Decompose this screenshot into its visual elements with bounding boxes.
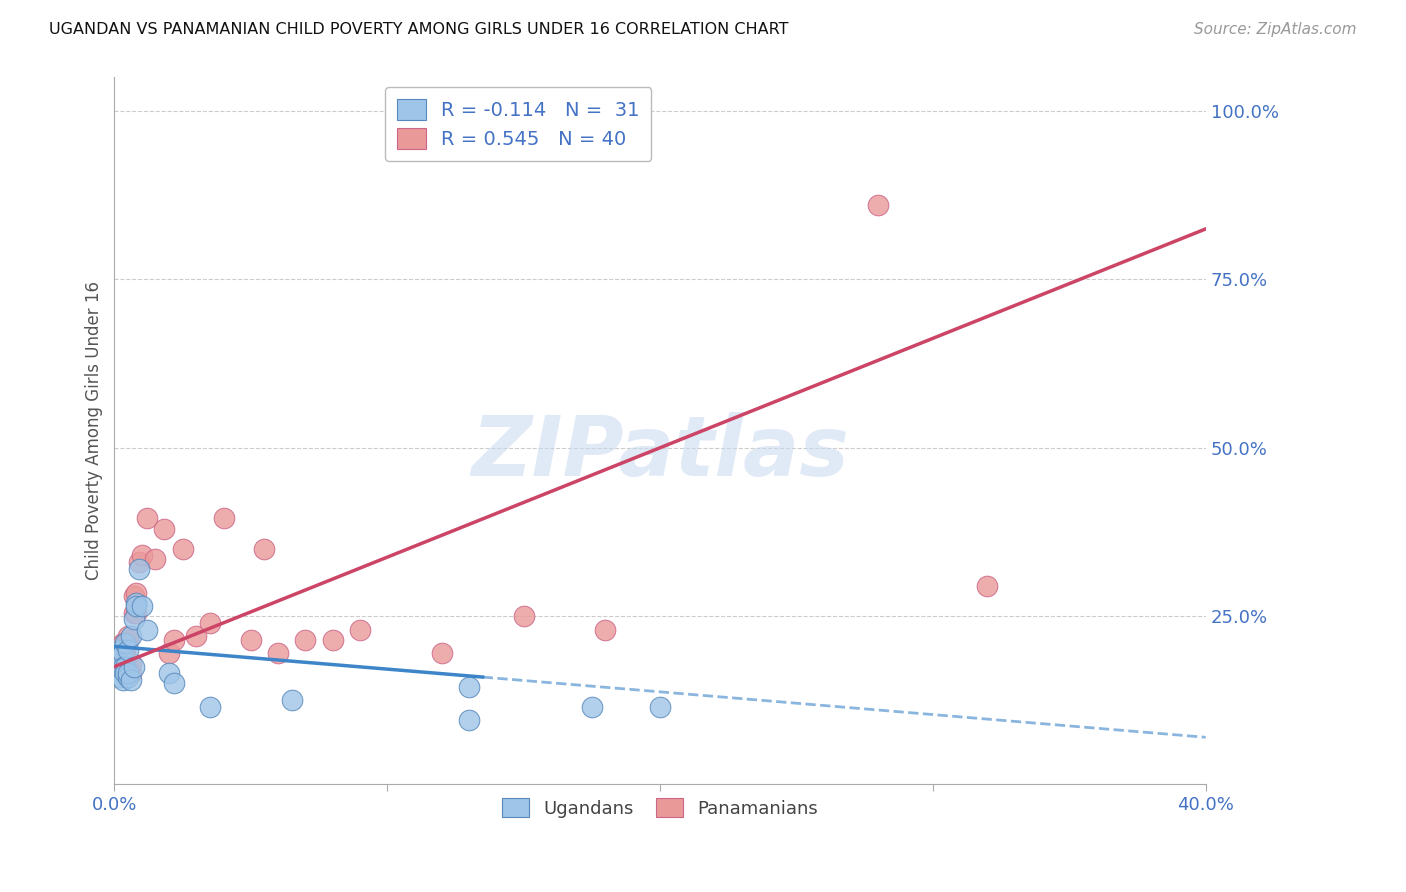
Point (163, 632, 186, 647)
Point (111, 646, 134, 660)
Point (186, 629, 208, 643)
Text: Source: ZipAtlas.com: Source: ZipAtlas.com (1194, 22, 1357, 37)
Point (125, 585, 148, 599)
Y-axis label: Child Poverty Among Girls Under 16: Child Poverty Among Girls Under 16 (86, 282, 103, 581)
Text: ZIPatlas: ZIPatlas (471, 411, 849, 492)
Point (267, 646, 290, 660)
Point (458, 680, 481, 694)
Point (108, 640, 131, 654)
Point (125, 606, 148, 620)
Point (581, 700, 603, 714)
Point (105, 642, 128, 657)
Point (120, 657, 142, 671)
Point (114, 659, 136, 673)
Point (117, 642, 139, 657)
Point (458, 714, 481, 728)
Point (595, 623, 617, 637)
Point (212, 511, 235, 525)
Point (131, 599, 153, 613)
Point (128, 555, 150, 569)
Point (294, 632, 316, 647)
Point (322, 632, 344, 647)
Point (108, 657, 131, 671)
Point (152, 522, 174, 536)
Point (136, 511, 159, 525)
Point (114, 666, 136, 681)
Point (120, 666, 142, 681)
Point (122, 606, 145, 620)
Point (108, 649, 131, 664)
Point (122, 589, 145, 603)
Point (114, 642, 136, 657)
Point (157, 646, 180, 660)
Point (120, 673, 142, 687)
Point (163, 676, 186, 690)
Point (111, 636, 134, 650)
Point (512, 609, 534, 624)
Point (105, 653, 128, 667)
Point (114, 653, 136, 667)
Point (349, 623, 371, 637)
Point (128, 562, 150, 576)
Point (108, 670, 131, 684)
Point (108, 659, 131, 673)
Point (253, 541, 276, 556)
Point (111, 659, 134, 673)
Legend: Ugandans, Panamanians: Ugandans, Panamanians (495, 790, 825, 825)
Point (125, 596, 148, 610)
Text: UGANDAN VS PANAMANIAN CHILD POVERTY AMONG GIRLS UNDER 16 CORRELATION CHART: UGANDAN VS PANAMANIAN CHILD POVERTY AMON… (49, 22, 789, 37)
Point (122, 659, 145, 673)
Point (131, 549, 153, 563)
Point (976, 579, 998, 593)
Point (280, 693, 302, 707)
Point (105, 649, 128, 664)
Point (157, 666, 180, 681)
Point (117, 670, 139, 684)
Point (117, 632, 139, 647)
Point (111, 646, 134, 660)
Point (198, 700, 221, 714)
Point (143, 552, 166, 566)
Point (239, 632, 262, 647)
Point (136, 623, 159, 637)
Point (172, 541, 194, 556)
Point (430, 646, 453, 660)
Point (122, 612, 145, 626)
Point (117, 629, 139, 643)
Point (105, 646, 128, 660)
Point (198, 615, 221, 630)
Point (117, 659, 139, 673)
Point (648, 700, 671, 714)
Point (125, 599, 148, 613)
Point (111, 673, 134, 687)
Point (114, 636, 136, 650)
Point (868, 198, 890, 212)
Point (120, 629, 142, 643)
Point (108, 642, 131, 657)
Point (117, 666, 139, 681)
